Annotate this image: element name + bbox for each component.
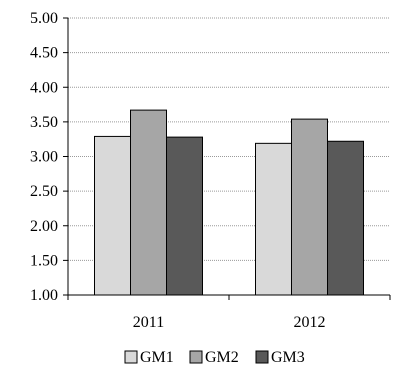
legend-swatch-gm2 <box>189 350 203 364</box>
legend-label-gm3: GM3 <box>271 349 305 366</box>
y-tick-label: 4.00 <box>30 79 58 96</box>
legend-swatch-gm3 <box>255 350 269 364</box>
y-tick-label: 3.50 <box>30 114 58 131</box>
legend: GM1 GM2 GM3 <box>124 349 305 366</box>
bar-gm2-2011 <box>130 109 167 296</box>
bar-gm3-2012 <box>327 140 364 296</box>
bar-gm1-2012 <box>255 142 292 296</box>
x-tick-label: 2012 <box>294 314 326 331</box>
bar-gm3-2011 <box>166 136 203 296</box>
legend-label-gm1: GM1 <box>140 349 174 366</box>
y-tick-label: 2.50 <box>30 183 58 200</box>
y-tick-labels: 1.00 1.50 2.00 2.50 3.00 3.50 4.00 4.50 5.00 <box>30 10 58 304</box>
bar-gm1-2011 <box>94 135 131 296</box>
y-tick-label: 2.00 <box>30 218 58 235</box>
x-tick-labels: 2011 2012 <box>133 314 326 331</box>
y-tick-label: 1.50 <box>30 252 58 269</box>
x-tick-label: 2011 <box>133 314 164 331</box>
legend-swatch-gm1 <box>124 350 138 364</box>
y-tick-label: 5.00 <box>30 10 58 27</box>
y-tick-label: 4.50 <box>30 45 58 62</box>
axes <box>63 17 391 300</box>
bar-gm2-2012 <box>291 118 328 296</box>
y-tick-label: 3.00 <box>30 149 58 166</box>
y-tick-label: 1.00 <box>30 287 58 304</box>
bars <box>94 109 364 296</box>
legend-label-gm2: GM2 <box>205 349 239 366</box>
